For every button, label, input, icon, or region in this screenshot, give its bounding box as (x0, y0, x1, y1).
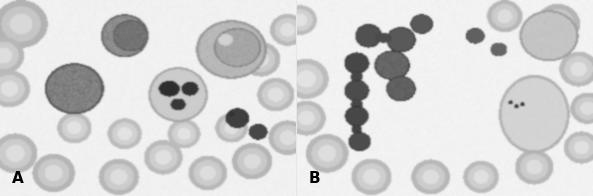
Text: A: A (12, 171, 24, 186)
Text: B: B (309, 171, 321, 186)
